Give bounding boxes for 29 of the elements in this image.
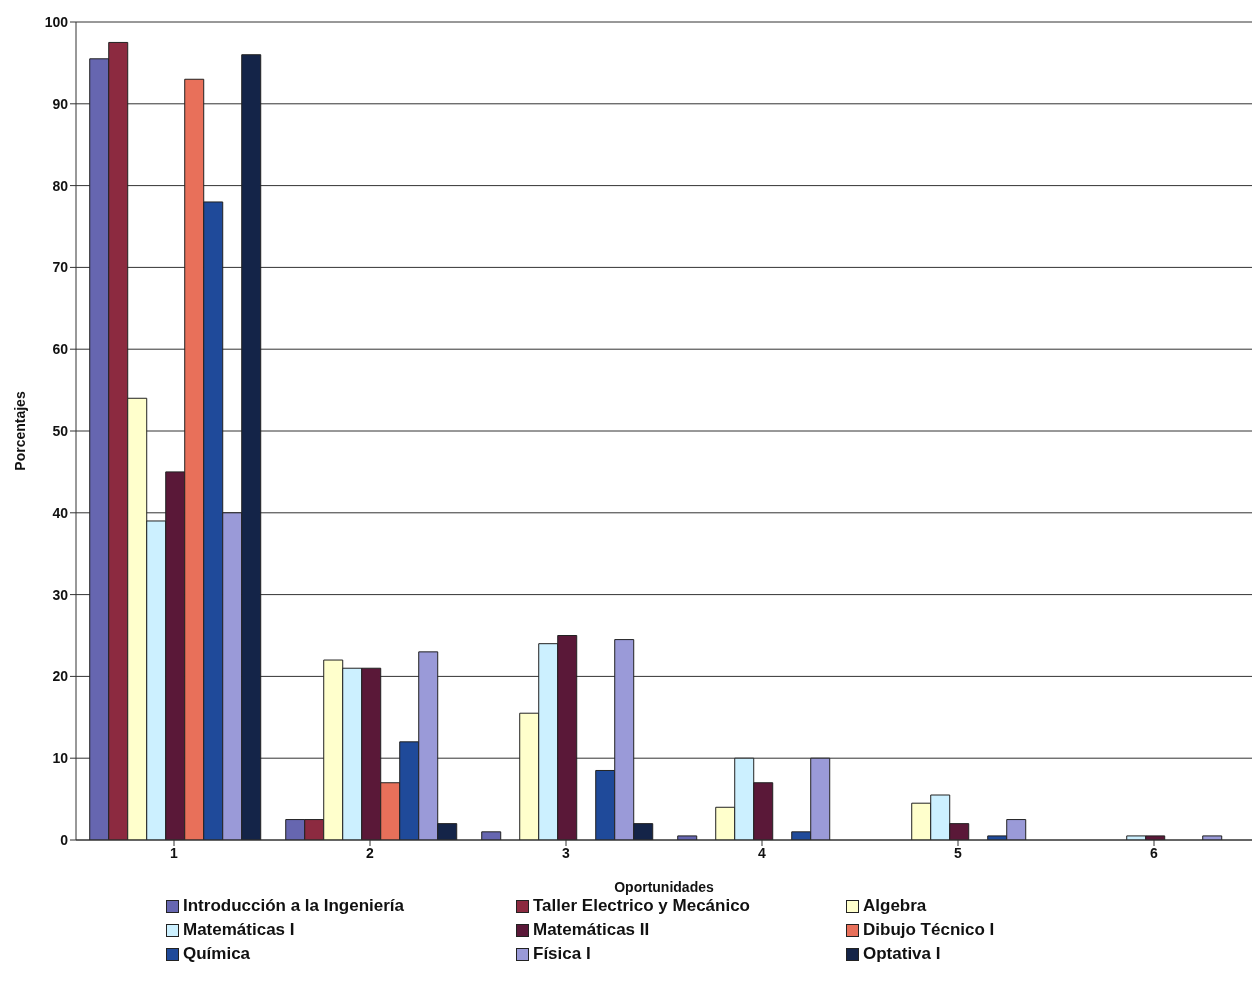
x-tick-label: 4 xyxy=(758,844,767,861)
x-tick-label: 6 xyxy=(1150,844,1159,861)
x-tick-label: 5 xyxy=(954,844,963,861)
x-tick-label: 3 xyxy=(562,844,571,861)
legend-label: Optativa I xyxy=(863,944,941,964)
legend-label: Introducción a la Ingeniería xyxy=(183,896,405,916)
y-tick-label: 20 xyxy=(52,668,69,685)
x-tick-label: 2 xyxy=(366,844,375,861)
legend-label: Algebra xyxy=(863,896,927,916)
legend-label: Dibujo Técnico I xyxy=(863,920,995,940)
legend-label: Matemáticas I xyxy=(183,920,295,940)
y-tick-label: 60 xyxy=(52,341,69,358)
y-tick-label: 10 xyxy=(52,750,69,767)
x-axis-title: Oportunidades xyxy=(614,879,714,895)
y-tick-label: 30 xyxy=(52,586,69,603)
y-tick-label: 90 xyxy=(52,95,69,112)
y-tick-label: 80 xyxy=(52,177,69,194)
y-tick-label: 70 xyxy=(52,259,69,276)
y-axis-title: Porcentajes xyxy=(11,391,28,471)
bar xyxy=(481,831,502,840)
legend-label: Física I xyxy=(533,944,591,964)
y-tick-label: 100 xyxy=(44,13,69,30)
legend-label: Química xyxy=(183,944,251,964)
legend-label: Taller Electrico y Mecánico xyxy=(533,896,750,916)
y-tick-label: 40 xyxy=(52,504,69,521)
x-tick-label: 1 xyxy=(170,844,179,861)
y-tick-label: 50 xyxy=(52,422,69,439)
y-tick-label: 0 xyxy=(60,831,69,848)
legend-label: Matemáticas II xyxy=(533,920,650,940)
